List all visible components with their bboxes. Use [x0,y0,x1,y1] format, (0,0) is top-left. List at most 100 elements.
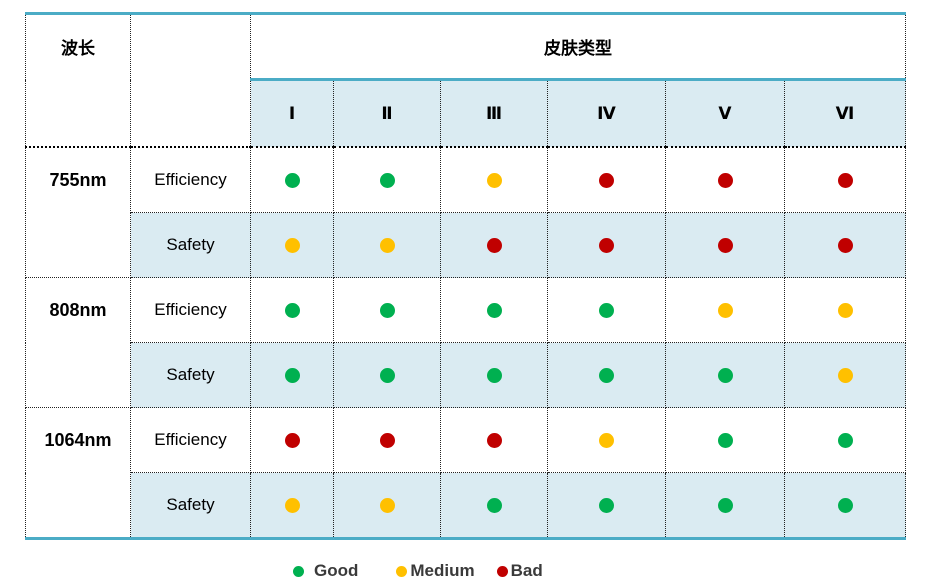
table-row-1064-efficiency: 1064nm Efficiency [25,407,906,540]
rating-cell [784,407,906,473]
rating-cell [333,407,441,473]
table-row-755-efficiency: 755nm Efficiency [25,146,906,278]
rating-cell [784,146,906,213]
status-dot [717,368,733,384]
rating-cell [440,407,548,473]
rating-cell [440,212,548,278]
status-dot [284,368,300,384]
rating-cell [665,212,785,278]
rating-cell [250,407,334,473]
table-row-808-safety: Safety [26,342,906,408]
metric-label: Safety [130,212,251,278]
status-dot [599,238,614,254]
table-header-row: 波长 皮肤类型 [25,12,906,148]
legend-good-dot-icon [293,565,304,577]
status-dot [486,498,502,514]
rating-cell [333,146,441,213]
rating-cell [547,212,666,278]
status-dot [379,433,395,449]
legend-item-medium: Medium [396,561,475,581]
status-dot [486,368,502,384]
status-dot [599,433,614,449]
rating-cell [547,342,666,408]
rating-cell [665,342,785,408]
rating-cell [250,212,334,278]
status-dot [379,173,395,189]
status-dot [284,173,300,189]
rating-cell [784,472,906,540]
rating-cell [440,342,548,408]
rating-cell [250,277,334,343]
skin-type-column-header: Ⅳ [547,78,666,148]
rating-cell [784,342,906,408]
rating-cell [333,342,441,408]
legend-item-good: Good [293,561,358,581]
metric-label: Efficiency [130,146,251,213]
status-dot [284,433,300,449]
wavelength-label-text: 755nm [49,169,107,190]
rating-cell [665,472,785,540]
skin-type-subheader-row: Ⅰ Ⅱ Ⅲ Ⅳ Ⅴ Ⅵ [26,78,906,148]
legend-bad-label: Bad [510,561,543,580]
status-dot [837,173,853,189]
status-dot [717,173,733,189]
table-row-808-efficiency: 808nm Efficiency [25,277,906,408]
rating-cell [665,407,785,473]
status-dot [284,303,300,319]
status-dot [486,173,502,189]
status-dot [284,498,300,514]
metric-column-header-empty [130,12,251,148]
status-dot [379,303,395,319]
rating-cell [250,146,334,213]
skin-type-column-header: Ⅴ [665,78,785,148]
rating-cell [784,212,906,278]
metric-label: Safety [130,472,251,540]
rating-cell [547,146,666,213]
status-dot [837,303,853,319]
status-dot [837,433,853,449]
rating-cell [784,277,906,343]
wavelength-label: 755nm [25,146,131,278]
rating-cell [547,472,666,540]
legend-item-bad: Bad [496,561,543,581]
status-dot [837,368,853,384]
status-dot [284,238,300,254]
status-dot [486,238,502,254]
skin-type-column-header: Ⅲ [440,78,548,148]
rating-cell [547,277,666,343]
rating-cell [250,342,334,408]
skin-type-column-header: Ⅰ [250,78,334,148]
legend-medium-dot-icon [396,565,408,577]
status-dot [379,238,395,254]
rating-cell [333,212,441,278]
wavelength-column-header: 波长 [25,12,131,148]
wavelength-label-text: 1064nm [44,429,112,450]
status-dot [837,238,853,254]
status-dot [717,498,733,514]
legend-bad-dot-icon [496,565,508,577]
status-dot [486,433,502,449]
wavelength-column-header-label: 波长 [61,39,95,58]
skin-type-group-header: 皮肤类型 [250,12,906,80]
rating-cell [547,407,666,473]
rating-cell [250,472,334,540]
status-dot [717,238,733,254]
status-dot [599,368,614,384]
table-row-755-safety: Safety [26,212,906,278]
status-dot [486,303,502,319]
legend-good-label: Good [314,561,359,580]
metric-label: Efficiency [130,277,251,343]
status-dot [717,433,733,449]
wavelength-label: 808nm [25,277,131,408]
rating-cell [440,146,548,213]
legend: Good Medium Bad [293,561,930,581]
rating-cell [665,277,785,343]
rating-cell [440,472,548,540]
status-dot [379,368,395,384]
wavelength-label-text: 808nm [49,299,107,320]
status-dot [837,498,853,514]
status-dot [599,498,614,514]
rating-cell [333,472,441,540]
metric-label: Efficiency [130,407,251,473]
